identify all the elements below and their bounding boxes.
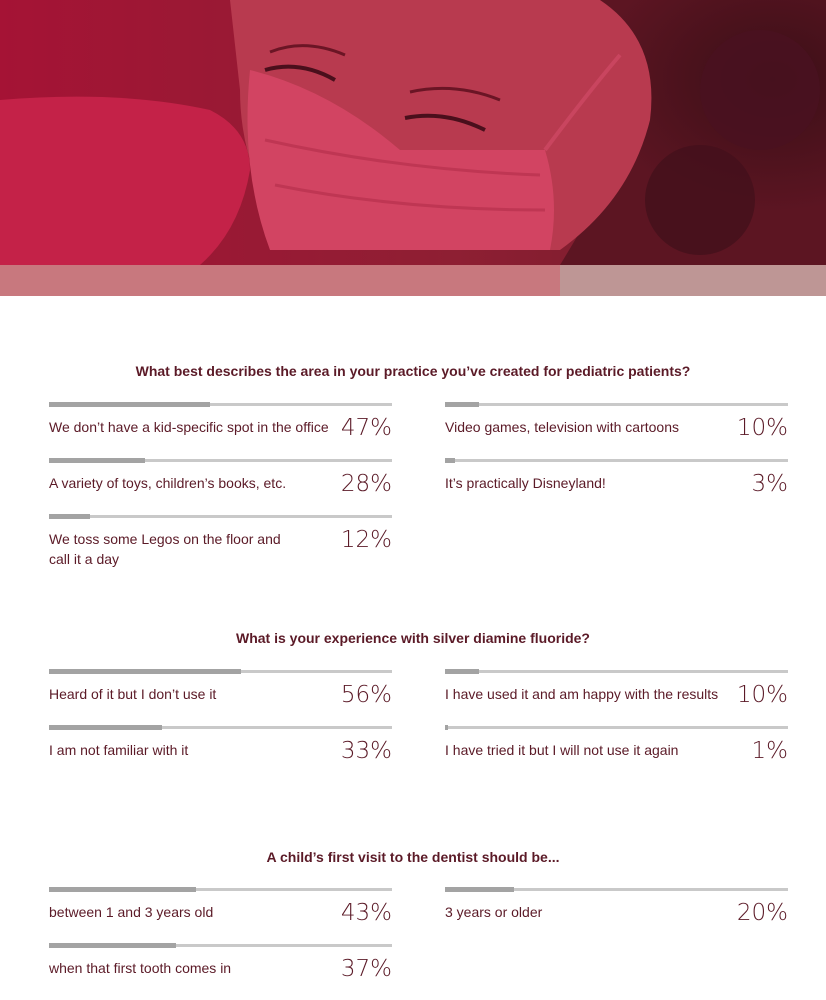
- q3-item-1: when that first tooth comes in 37%: [49, 943, 392, 996]
- q1-item-2: We toss some Legos on the floor and call…: [49, 514, 392, 567]
- question-2-title: What is your experience with silver diam…: [236, 630, 590, 646]
- q1-item-0: We don’t have a kid-specific spot in the…: [49, 402, 392, 455]
- q2-item-3: I have tried it but I will not use it ag…: [445, 725, 789, 778]
- q1-label-3: Video games, television with cartoons: [445, 419, 679, 435]
- q2-item-2: I have used it and am happy with the res…: [445, 669, 788, 722]
- q2-bar-track-3: [445, 725, 788, 730]
- q3-bar-0: [49, 887, 197, 892]
- q2-bar-track-1: [49, 725, 392, 730]
- question-1-title: What best describes the area in your pra…: [135, 363, 691, 379]
- q3-value-1: 37%: [340, 956, 392, 982]
- q2-value-0: 56%: [340, 682, 392, 708]
- q3-label-1: when that first tooth comes in: [49, 960, 232, 976]
- q1-bar-track-0: [49, 402, 392, 407]
- q3-value-0: 43%: [340, 900, 392, 926]
- q3-item-2: 3 years or older 20%: [445, 887, 788, 940]
- q2-bar-track-2: [445, 669, 788, 674]
- q2-bar-track-0: [49, 669, 392, 674]
- q1-bar-0: [49, 402, 211, 407]
- q2-label-0: Heard of it but I don’t use it: [49, 686, 217, 702]
- q1-bar-track-3: [445, 402, 788, 407]
- hero-illustration: [0, 0, 826, 296]
- q2-bar-1: [49, 725, 163, 730]
- q1-bar-2: [49, 514, 91, 519]
- q3-bar-track-2: [445, 887, 788, 892]
- q2-label-3: I have tried it but I will not use it ag…: [445, 742, 679, 758]
- q2-bar-3: [445, 725, 449, 730]
- q2-label-2: I have used it and am happy with the res…: [445, 686, 719, 702]
- q2-item-0: Heard of it but I don’t use it 56%: [49, 669, 392, 722]
- q1-bar-3: [445, 402, 480, 407]
- q3-bar-track-1: [49, 943, 392, 948]
- q3-label-2: 3 years or older: [445, 904, 543, 920]
- q1-bar-track-2: [49, 514, 392, 519]
- q1-value-3: 10%: [736, 415, 788, 441]
- q1-label-1: A variety of toys, children’s books, etc…: [49, 475, 287, 491]
- q1-value-0: 47%: [340, 415, 392, 441]
- q2-bar-0: [49, 669, 242, 674]
- q1-value-4: 3%: [751, 471, 789, 497]
- q1-label-2: We toss some Legos on the floor and call…: [49, 531, 281, 567]
- q1-bar-4: [445, 458, 456, 463]
- question-3-title: A child’s first visit to the dentist sho…: [266, 849, 560, 865]
- q1-item-1: A variety of toys, children’s books, etc…: [49, 458, 392, 511]
- q2-label-1: I am not familiar with it: [49, 742, 189, 758]
- q1-item-3: Video games, television with cartoons 10…: [445, 402, 788, 455]
- q2-item-1: I am not familiar with it 33%: [49, 725, 392, 778]
- q3-bar-2: [445, 887, 514, 892]
- q2-value-1: 33%: [340, 738, 392, 764]
- hero-photo: [0, 0, 826, 296]
- q1-value-1: 28%: [340, 471, 392, 497]
- q1-item-4: It’s practically Disneyland! 3%: [445, 458, 789, 511]
- q3-bar-track-0: [49, 887, 392, 892]
- q1-bar-1: [49, 458, 146, 463]
- q1-label-4: It’s practically Disneyland!: [445, 475, 606, 491]
- q2-bar-2: [445, 669, 480, 674]
- q2-value-3: 1%: [751, 738, 789, 764]
- q3-bar-1: [49, 943, 176, 948]
- q1-bar-track-1: [49, 458, 392, 463]
- q1-bar-track-4: [445, 458, 788, 463]
- q2-value-2: 10%: [736, 682, 788, 708]
- q1-value-2: 12%: [340, 527, 392, 553]
- q1-label-0: We don’t have a kid-specific spot in the…: [49, 419, 329, 435]
- q3-value-2: 20%: [736, 900, 788, 926]
- q3-label-0: between 1 and 3 years old: [49, 904, 214, 920]
- q3-item-0: between 1 and 3 years old 43%: [49, 887, 392, 940]
